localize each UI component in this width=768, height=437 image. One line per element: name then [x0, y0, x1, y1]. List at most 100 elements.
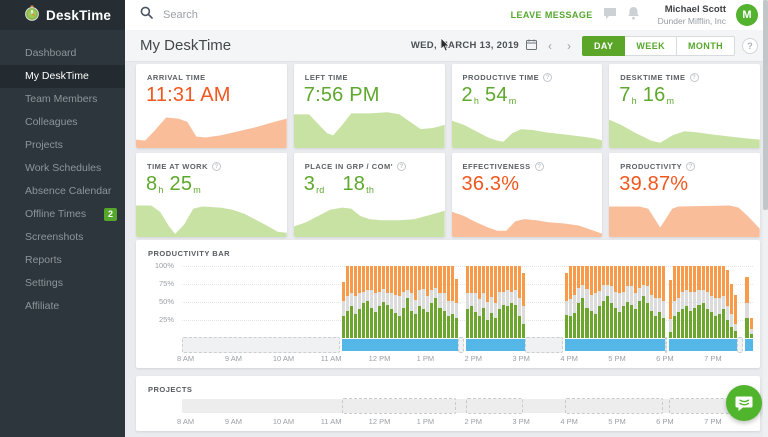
- unproductive-segment: [349, 266, 353, 293]
- x-axis-label: 10 AM: [272, 354, 295, 363]
- neutral-segment: [621, 291, 625, 307]
- stacked-bar: [514, 266, 518, 339]
- bell-icon[interactable]: [627, 6, 640, 25]
- sidebar-item-screenshots[interactable]: Screenshots: [0, 226, 125, 249]
- message-icon[interactable]: [603, 6, 617, 24]
- info-icon[interactable]: ?: [689, 73, 699, 82]
- date-label[interactable]: WED, MARCH 13, 2019: [410, 40, 519, 51]
- productive-segment: [522, 323, 526, 339]
- productive-segment: [506, 306, 510, 339]
- neutral-segment: [654, 297, 658, 317]
- stat-card-sparkline: [293, 112, 445, 148]
- neutral-segment: [637, 287, 641, 301]
- tab-day[interactable]: DAY: [582, 35, 626, 56]
- sidebar-item-label: Affiliate: [25, 300, 60, 312]
- stat-card-time-at-work[interactable]: TIME AT WORK? 8h 25m: [136, 153, 287, 237]
- tab-month[interactable]: MONTH: [677, 35, 735, 56]
- productive-segment: [469, 306, 473, 338]
- sidebar-item-projects[interactable]: Projects: [0, 134, 125, 157]
- sidebar-item-team-members[interactable]: Team Members: [0, 88, 125, 111]
- neutral-segment: [677, 297, 681, 313]
- x-axis-label: 3 PM: [512, 354, 530, 363]
- stacked-bar: [469, 266, 473, 338]
- info-icon[interactable]: ?: [534, 162, 544, 171]
- stacked-bar: [689, 266, 693, 338]
- stacked-bar: [406, 266, 410, 338]
- sidebar-item-absence-calendar[interactable]: Absence Calendar: [0, 180, 125, 203]
- prev-day-button[interactable]: ‹: [548, 38, 552, 53]
- neutral-segment: [705, 291, 709, 310]
- stat-card-arrival-time[interactable]: ARRIVAL TIME 11:31 AM: [136, 64, 287, 148]
- logo[interactable]: DeskTime: [0, 0, 125, 30]
- neutral-segment: [369, 290, 373, 308]
- sidebar-item-colleagues[interactable]: Colleagues: [0, 111, 125, 134]
- tab-week[interactable]: WEEK: [625, 35, 677, 56]
- neutral-segment: [573, 294, 577, 313]
- project-time-segment: [341, 398, 456, 414]
- leave-message-button[interactable]: LEAVE MESSAGE: [510, 10, 593, 20]
- scrollbar-thumb[interactable]: [763, 0, 768, 210]
- unproductive-segment: [485, 266, 489, 302]
- x-axis-label: 6 PM: [656, 354, 674, 363]
- stat-card-productive-time[interactable]: PRODUCTIVE TIME? 2h 54m: [451, 64, 603, 148]
- scrollbar-track[interactable]: [763, 0, 768, 437]
- stat-card-value: 7:56 PM: [303, 84, 380, 106]
- neutral-segment: [629, 286, 633, 305]
- productive-segment: [406, 298, 410, 338]
- sidebar-item-work-schedules[interactable]: Work Schedules: [0, 157, 125, 180]
- stat-card-desktime-time[interactable]: DESKTIME TIME? 7h 16m: [609, 64, 760, 148]
- sidebar-item-offline-times[interactable]: Offline Times 2: [0, 203, 125, 226]
- online-time-segment: [745, 339, 753, 351]
- productive-segment: [481, 307, 485, 338]
- productive-segment: [597, 305, 601, 339]
- productive-segment: [685, 306, 689, 339]
- stacked-bar: [605, 266, 609, 338]
- sidebar-item-settings[interactable]: Settings: [0, 272, 125, 295]
- activity-band: [182, 337, 753, 353]
- unproductive-segment: [654, 266, 658, 298]
- x-axis-label: 3 PM: [512, 417, 530, 426]
- productive-segment: [693, 307, 697, 338]
- unproductive-segment: [601, 266, 605, 285]
- neutral-segment: [386, 293, 390, 305]
- support-chat-button[interactable]: [726, 385, 762, 421]
- help-icon[interactable]: ?: [742, 37, 758, 54]
- neutral-segment: [414, 299, 418, 315]
- x-axis-labels: 8 AM 9 AM 10 AM 11 AM 12 PM 1 PM 2 PM 3 PM 4 PM 5…: [177, 354, 753, 366]
- stacked-bar: [705, 266, 709, 338]
- next-day-button[interactable]: ›: [567, 38, 571, 53]
- stat-card-effectiveness[interactable]: EFFECTIVENESS? 36.3%: [451, 153, 603, 237]
- stacked-bar: [693, 266, 697, 338]
- stat-cards-grid: ARRIVAL TIME 11:31 AM LEFT TIME 7:56 PM PROD…: [136, 64, 760, 237]
- sidebar-item-reports[interactable]: Reports: [0, 249, 125, 272]
- unproductive-segment: [345, 266, 349, 297]
- productive-segment: [697, 304, 701, 339]
- stat-card-header: LEFT TIME: [294, 64, 445, 82]
- neutral-segment: [493, 303, 497, 318]
- stat-card-left-time[interactable]: LEFT TIME 7:56 PM: [293, 64, 445, 148]
- info-icon[interactable]: ?: [212, 162, 221, 171]
- info-icon[interactable]: ?: [543, 73, 553, 82]
- sidebar-item-my-desktime[interactable]: My DeskTime: [0, 65, 125, 88]
- productive-segment: [514, 304, 518, 339]
- search-icon[interactable]: [140, 6, 153, 24]
- stat-card-place-in-grp-com[interactable]: PLACE IN GRP / COM'? 3rd 18th: [293, 153, 445, 237]
- sidebar: DeskTime Dashboard My DeskTime Team Member…: [0, 0, 125, 437]
- info-icon[interactable]: ?: [397, 162, 406, 171]
- bar-group: [341, 266, 458, 339]
- avatar[interactable]: M: [736, 4, 758, 26]
- sidebar-item-affiliate[interactable]: Affiliate: [0, 295, 125, 318]
- calendar-icon[interactable]: [526, 37, 537, 55]
- unproductive-segment: [681, 266, 685, 292]
- bar-group: [465, 266, 526, 339]
- stat-card-productivity[interactable]: PRODUCTIVITY? 39.87%: [609, 153, 760, 237]
- stacked-bar: [601, 266, 605, 338]
- sidebar-item-dashboard[interactable]: Dashboard: [0, 42, 125, 65]
- neutral-segment: [613, 291, 617, 308]
- unproductive-segment: [565, 273, 569, 301]
- search-input[interactable]: [163, 9, 363, 21]
- stacked-bar: [438, 266, 442, 338]
- user-block[interactable]: Michael Scott Dunder Mifflin, Inc: [658, 4, 726, 26]
- unproductive-segment: [669, 280, 673, 320]
- info-icon[interactable]: ?: [686, 162, 696, 171]
